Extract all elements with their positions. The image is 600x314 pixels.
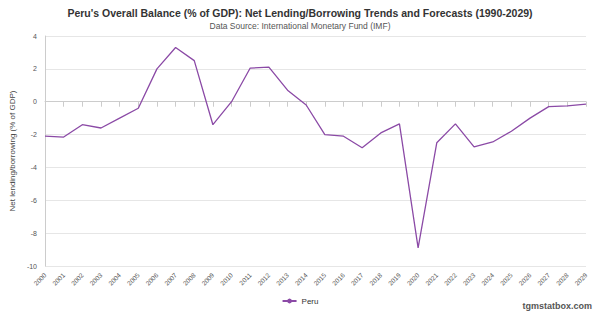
svg-text:2026: 2026 xyxy=(517,271,532,286)
svg-text:-8: -8 xyxy=(31,230,37,237)
svg-text:2007: 2007 xyxy=(163,271,178,286)
svg-text:2014: 2014 xyxy=(293,271,308,286)
svg-text:2001: 2001 xyxy=(51,271,66,286)
svg-text:Peru: Peru xyxy=(302,297,319,306)
svg-text:2018: 2018 xyxy=(368,271,383,286)
svg-text:2003: 2003 xyxy=(88,271,103,286)
svg-text:2020: 2020 xyxy=(405,271,420,286)
svg-text:2006: 2006 xyxy=(144,271,159,286)
svg-text:2008: 2008 xyxy=(182,271,197,286)
svg-text:2024: 2024 xyxy=(480,271,495,286)
svg-text:2021: 2021 xyxy=(424,271,439,286)
svg-text:2: 2 xyxy=(33,65,37,72)
svg-text:2025: 2025 xyxy=(499,271,514,286)
svg-text:2017: 2017 xyxy=(349,271,364,286)
svg-text:2015: 2015 xyxy=(312,271,327,286)
svg-text:2027: 2027 xyxy=(536,271,551,286)
svg-text:Data Source: International Mon: Data Source: International Monetary Fund… xyxy=(210,21,391,31)
svg-text:2013: 2013 xyxy=(275,271,290,286)
svg-text:tgmstatbox.com: tgmstatbox.com xyxy=(522,301,592,311)
svg-text:2004: 2004 xyxy=(107,271,122,286)
svg-text:Peru's Overall Balance (% of G: Peru's Overall Balance (% of GDP): Net L… xyxy=(67,7,532,19)
svg-text:-6: -6 xyxy=(31,197,37,204)
svg-text:Net lending/borrowing (% of GD: Net lending/borrowing (% of GDP) xyxy=(8,90,17,211)
svg-text:2010: 2010 xyxy=(219,271,234,286)
svg-text:2002: 2002 xyxy=(70,271,85,286)
svg-text:2023: 2023 xyxy=(461,271,476,286)
svg-text:0: 0 xyxy=(33,98,37,105)
svg-text:-4: -4 xyxy=(31,164,37,171)
svg-text:-10: -10 xyxy=(27,263,37,270)
svg-text:2009: 2009 xyxy=(200,271,215,286)
svg-text:2019: 2019 xyxy=(387,271,402,286)
svg-text:-2: -2 xyxy=(31,131,37,138)
svg-text:2012: 2012 xyxy=(256,271,271,286)
svg-text:4: 4 xyxy=(33,33,37,40)
svg-text:2022: 2022 xyxy=(443,271,458,286)
svg-text:2000: 2000 xyxy=(32,271,47,286)
svg-text:2011: 2011 xyxy=(238,271,253,286)
svg-text:2028: 2028 xyxy=(555,271,570,286)
svg-text:2016: 2016 xyxy=(331,271,346,286)
svg-text:2005: 2005 xyxy=(126,271,141,286)
svg-text:2029: 2029 xyxy=(573,271,588,286)
